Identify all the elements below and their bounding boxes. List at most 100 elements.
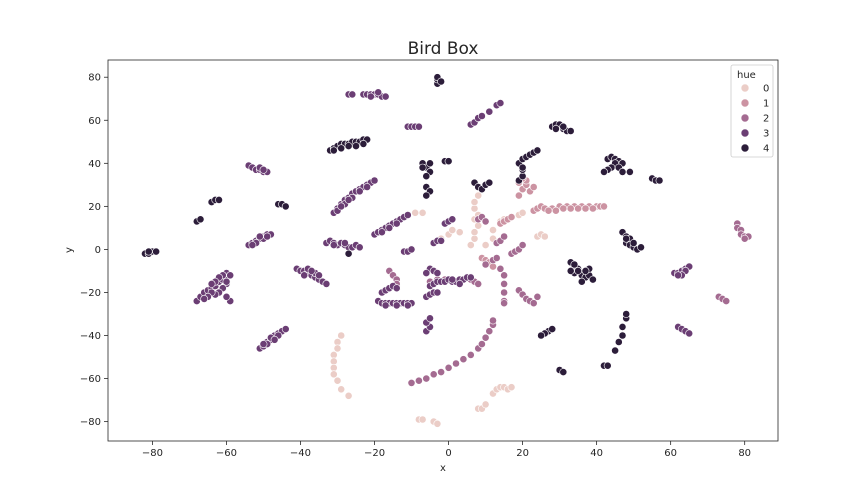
y-tick-label: 20 bbox=[88, 202, 101, 213]
x-tick-label: 60 bbox=[664, 448, 677, 459]
data-point bbox=[470, 198, 479, 206]
data-point bbox=[437, 77, 445, 86]
y-axis: −80 −60 −40 −20 0 20 40 60 80 bbox=[80, 73, 108, 428]
data-point bbox=[466, 241, 475, 249]
data-point bbox=[485, 327, 494, 336]
data-point bbox=[329, 370, 338, 379]
legend-title: hue bbox=[737, 70, 756, 81]
legend-marker-2 bbox=[740, 113, 750, 123]
data-point bbox=[429, 370, 438, 379]
data-point bbox=[344, 249, 353, 258]
data-point bbox=[329, 350, 338, 359]
data-point bbox=[574, 204, 582, 213]
data-point bbox=[589, 275, 597, 284]
legend-label-1: 1 bbox=[763, 99, 769, 110]
data-point bbox=[403, 211, 412, 219]
data-point bbox=[552, 206, 560, 215]
data-point bbox=[481, 241, 490, 249]
legend-marker-3 bbox=[740, 128, 750, 138]
data-point bbox=[196, 215, 205, 224]
data-point bbox=[144, 247, 153, 256]
data-point bbox=[403, 301, 412, 310]
series-4 bbox=[141, 73, 664, 376]
data-point bbox=[577, 277, 586, 286]
data-point bbox=[481, 217, 490, 226]
data-point bbox=[152, 247, 160, 256]
x-axis: −80 −60 −40 −20 0 20 40 60 80 bbox=[142, 441, 751, 459]
data-point bbox=[418, 208, 427, 217]
x-tick-label: −40 bbox=[290, 448, 311, 459]
data-point bbox=[533, 292, 542, 301]
data-point bbox=[337, 202, 346, 211]
data-point bbox=[422, 374, 431, 383]
legend-marker-1 bbox=[740, 98, 750, 108]
data-point bbox=[481, 333, 490, 342]
legend-label-0: 0 bbox=[763, 84, 769, 95]
data-point bbox=[452, 359, 460, 368]
data-point bbox=[529, 183, 538, 191]
data-point bbox=[259, 340, 268, 348]
data-point bbox=[626, 167, 634, 176]
data-point bbox=[570, 260, 579, 269]
x-tick-label: −60 bbox=[216, 448, 237, 459]
data-point bbox=[629, 239, 638, 247]
data-point bbox=[603, 361, 612, 370]
data-point bbox=[381, 92, 390, 101]
data-point bbox=[459, 355, 468, 364]
legend-items: 0 1 2 3 4 bbox=[740, 84, 769, 155]
data-point bbox=[315, 271, 323, 280]
series-3 bbox=[192, 88, 694, 353]
data-point bbox=[722, 297, 731, 305]
data-point bbox=[685, 329, 694, 338]
data-point bbox=[618, 167, 627, 176]
data-point bbox=[477, 340, 486, 348]
data-point bbox=[329, 363, 338, 372]
data-point bbox=[537, 331, 545, 340]
data-point bbox=[255, 232, 264, 241]
data-point bbox=[337, 331, 346, 340]
data-point bbox=[618, 331, 627, 340]
data-point bbox=[411, 208, 420, 217]
data-point bbox=[507, 213, 516, 221]
data-point bbox=[540, 232, 549, 241]
data-point bbox=[392, 301, 401, 310]
data-point bbox=[489, 226, 497, 234]
data-point bbox=[448, 275, 457, 284]
y-tick-label: 0 bbox=[95, 245, 101, 256]
data-point bbox=[466, 350, 475, 359]
data-point bbox=[359, 139, 368, 148]
plot-area bbox=[107, 59, 779, 442]
data-point bbox=[477, 112, 486, 120]
x-tick-label: 0 bbox=[445, 448, 451, 459]
data-point bbox=[333, 376, 342, 385]
data-point bbox=[518, 241, 527, 249]
data-point bbox=[418, 415, 427, 424]
data-point bbox=[622, 310, 631, 318]
data-point bbox=[589, 204, 597, 213]
data-point bbox=[489, 316, 497, 325]
data-point bbox=[474, 191, 483, 200]
data-point bbox=[226, 271, 235, 280]
legend-label-2: 2 bbox=[763, 114, 769, 125]
data-point bbox=[392, 219, 401, 228]
points-layer bbox=[141, 73, 753, 428]
data-point bbox=[259, 165, 268, 174]
data-point bbox=[496, 264, 505, 273]
data-point bbox=[559, 368, 568, 376]
legend-label-4: 4 bbox=[763, 144, 769, 155]
data-point bbox=[481, 400, 490, 409]
data-point bbox=[433, 288, 442, 297]
data-point bbox=[544, 206, 553, 215]
data-point bbox=[426, 159, 434, 168]
data-point bbox=[529, 299, 538, 308]
data-point bbox=[433, 269, 442, 277]
data-point bbox=[422, 172, 431, 181]
x-axis-label: x bbox=[440, 463, 446, 474]
data-point bbox=[337, 385, 346, 394]
data-point bbox=[574, 266, 582, 275]
data-point bbox=[600, 202, 608, 211]
data-point bbox=[263, 232, 272, 241]
data-point bbox=[566, 204, 575, 213]
chart-title: Bird Box bbox=[408, 39, 479, 59]
data-point bbox=[200, 294, 209, 303]
